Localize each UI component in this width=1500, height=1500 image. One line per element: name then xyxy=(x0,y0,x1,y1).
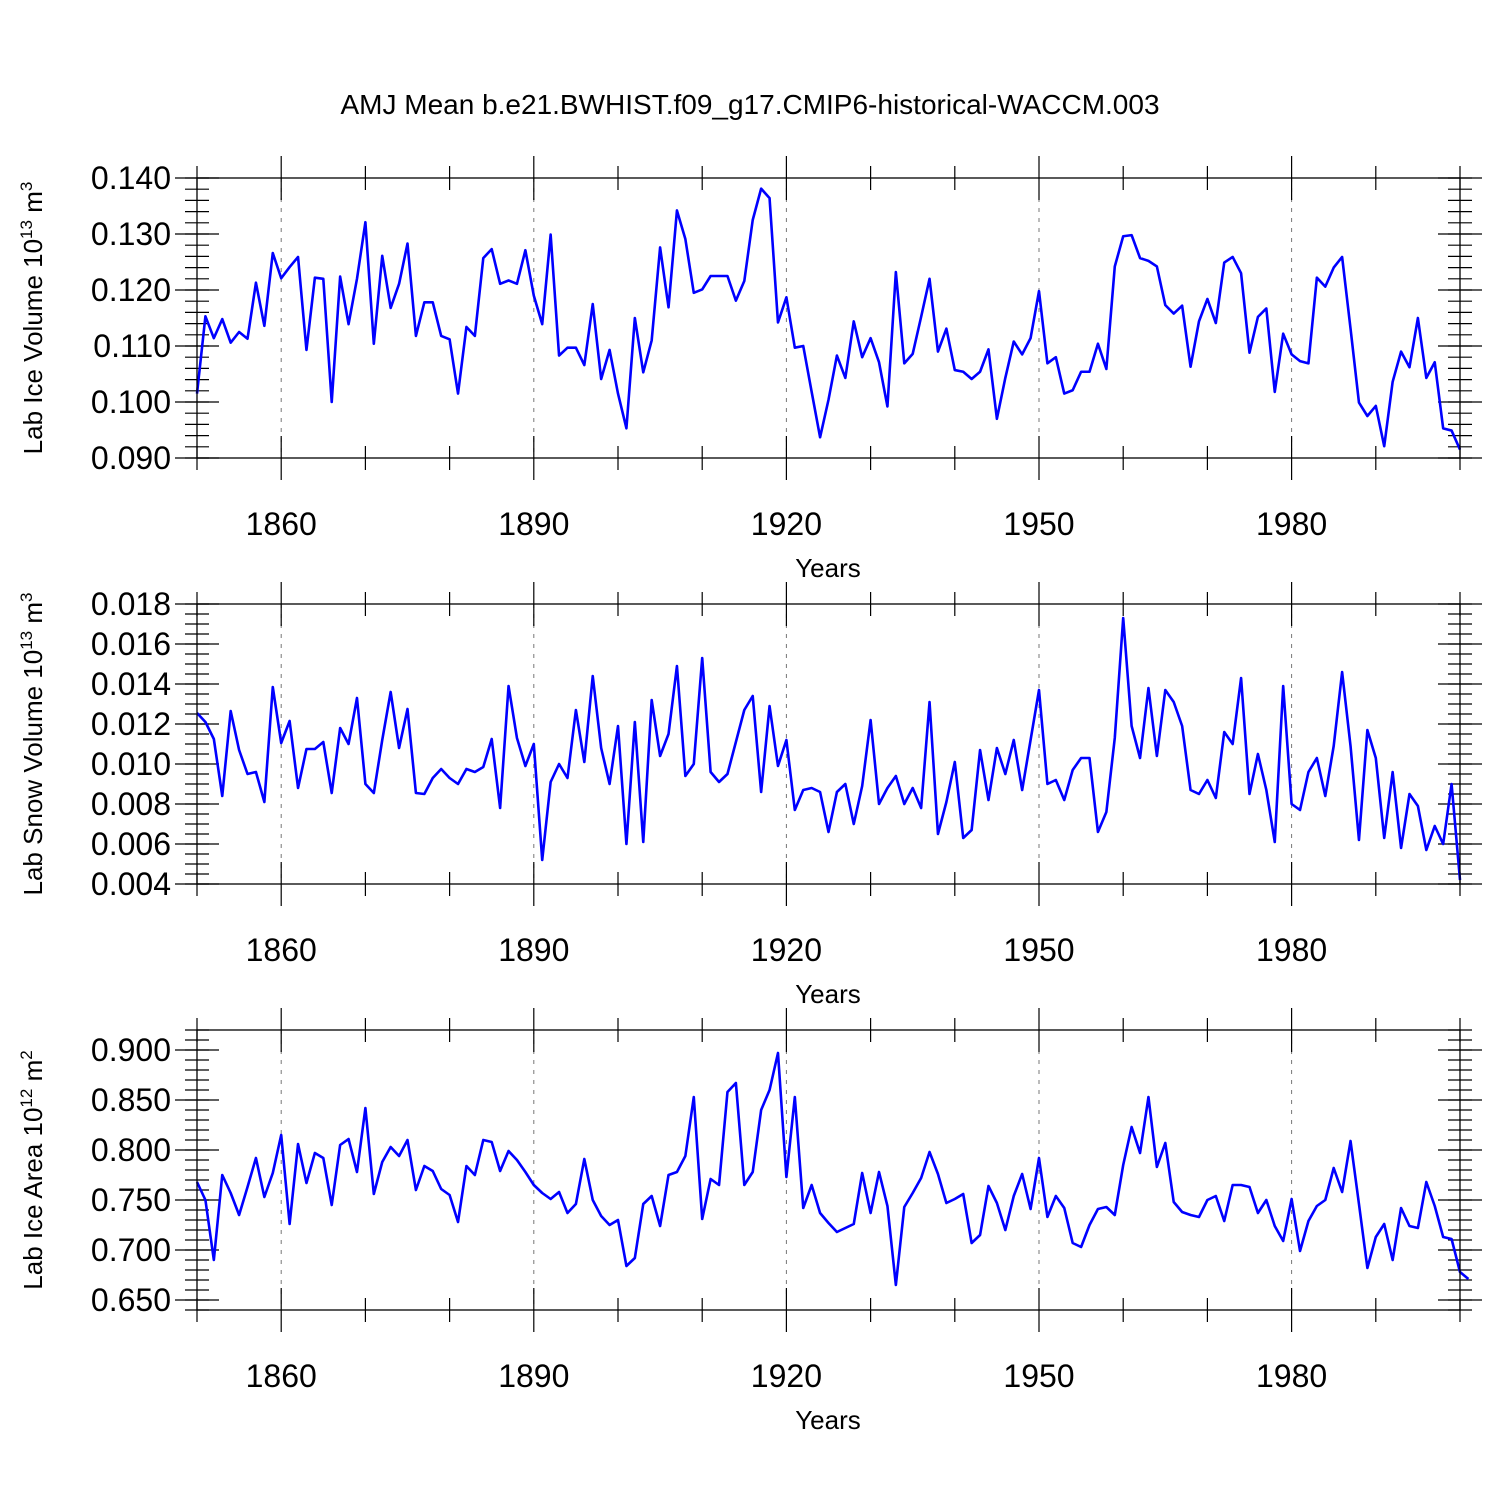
x-tick-label-1950: 1950 xyxy=(1003,506,1074,542)
x-tick-label-1920: 1920 xyxy=(751,506,822,542)
plot-frame xyxy=(196,177,1461,459)
panel-lab-ice-volume: 0.090 0.100 0.110 0.120 0.130 0.140 1860 1890 19… xyxy=(17,156,1482,583)
y-axis-label-exponent: 13 xyxy=(17,631,36,650)
panels: 0.090 0.100 0.110 0.120 0.130 0.140 1860 1890 19… xyxy=(17,156,1482,1435)
y-tick-label: 0.120 xyxy=(91,272,171,308)
series-line-lab-ice-area xyxy=(195,1051,1470,1287)
x-tick-label-1860: 1860 xyxy=(246,932,317,968)
y-tick-label: 0.016 xyxy=(91,626,171,662)
panel-lab-snow-volume: 0.004 0.006 0.008 0.010 0.012 0.014 0.016 0.018… xyxy=(17,582,1482,1009)
y-tick-label: 0.130 xyxy=(91,216,171,252)
y-axis-label: Lab Ice Area 1012 m2 xyxy=(17,1050,48,1289)
y-axis-label-main: Lab Ice Area 10 xyxy=(18,1108,48,1290)
x-tick-label-1920: 1920 xyxy=(751,1358,822,1394)
x-axis-label: Years xyxy=(795,553,861,583)
x-tick-label-1950: 1950 xyxy=(1003,932,1074,968)
y-tick-label: 0.650 xyxy=(91,1282,171,1318)
x-tick-label-1950: 1950 xyxy=(1003,1358,1074,1394)
plot-frame xyxy=(196,603,1461,885)
y-tick-label: 0.010 xyxy=(91,746,171,782)
plot-frame xyxy=(196,1029,1461,1311)
figure-title: AMJ Mean b.e21.BWHIST.f09_g17.CMIP6-hist… xyxy=(340,89,1159,120)
y-tick-label: 0.700 xyxy=(91,1232,171,1268)
y-tick-label: 0.140 xyxy=(91,160,171,196)
x-axis-label: Years xyxy=(795,1405,861,1435)
y-tick-label: 0.004 xyxy=(91,866,171,902)
y-axis-label-unit: m xyxy=(18,191,48,220)
y-tick-label: 0.090 xyxy=(91,440,171,476)
y-axis-label-exponent: 13 xyxy=(17,220,36,239)
y-tick-label: 0.008 xyxy=(91,786,171,822)
y-axis-label-main: Lab Snow Volume 10 xyxy=(18,650,48,896)
y-axis-label-exponent: 12 xyxy=(17,1089,36,1108)
x-axis-label: Years xyxy=(795,979,861,1009)
x-tick-label-1890: 1890 xyxy=(498,506,569,542)
x-tick-label-1980: 1980 xyxy=(1256,932,1327,968)
y-axis-label-unit-exponent: 2 xyxy=(17,1050,36,1059)
y-tick-label: 0.800 xyxy=(91,1132,171,1168)
x-tick-label-1920: 1920 xyxy=(751,932,822,968)
y-axis-label: Lab Ice Volume 1013 m3 xyxy=(17,182,48,455)
x-tick-label-1890: 1890 xyxy=(498,1358,569,1394)
y-tick-label: 0.014 xyxy=(91,666,171,702)
panel-lab-ice-area: 0.650 0.700 0.750 0.800 0.850 0.900 1860 1890 19… xyxy=(17,1008,1482,1435)
x-tick-label-1890: 1890 xyxy=(498,932,569,968)
y-axis-label-unit: m xyxy=(18,602,48,631)
y-tick-label: 0.850 xyxy=(91,1082,171,1118)
y-axis-label-unit-exponent: 3 xyxy=(17,592,36,601)
y-axis-label-unit: m xyxy=(18,1060,48,1089)
x-tick-label-1980: 1980 xyxy=(1256,506,1327,542)
x-tick-label-1980: 1980 xyxy=(1256,1358,1327,1394)
y-axis-label: Lab Snow Volume 1013 m3 xyxy=(17,592,48,895)
y-tick-label: 0.900 xyxy=(91,1032,171,1068)
x-tick-label-1860: 1860 xyxy=(246,1358,317,1394)
series-line-lab-snow-volume xyxy=(196,616,1462,881)
y-tick-label: 0.018 xyxy=(91,586,171,622)
y-axis-label-main: Lab Ice Volume 10 xyxy=(18,239,48,454)
y-tick-label: 0.750 xyxy=(91,1182,171,1218)
y-axis-label-unit-exponent: 3 xyxy=(17,182,36,191)
y-tick-label: 0.110 xyxy=(93,328,171,364)
y-tick-label: 0.100 xyxy=(91,384,171,420)
x-tick-label-1860: 1860 xyxy=(246,506,317,542)
y-tick-label: 0.006 xyxy=(91,826,171,862)
series-line-lab-ice-volume xyxy=(195,187,1462,451)
y-tick-label: 0.012 xyxy=(91,706,171,742)
